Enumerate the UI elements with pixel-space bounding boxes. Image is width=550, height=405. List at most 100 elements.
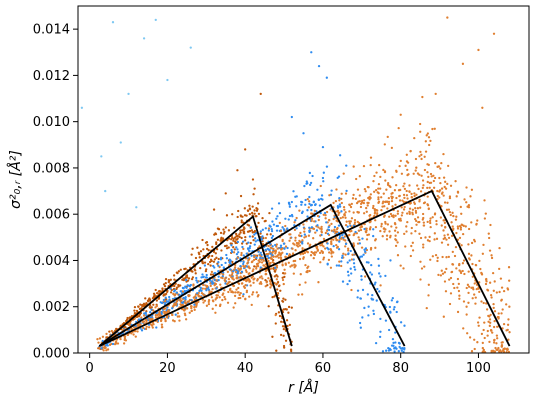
scatter-point [253,243,256,246]
scatter-point [345,189,348,193]
scatter-point [493,280,496,283]
scatter-point [351,197,355,200]
scatter-point [285,252,289,256]
scatter-point [232,278,235,281]
scatter-point [327,258,331,262]
scatter-point [261,228,264,231]
scatter-point [246,209,250,212]
scatter-point [164,311,167,315]
scatter-point [213,284,216,287]
scatter-point [312,257,315,260]
scatter-point [126,333,130,337]
scatter-point [248,213,251,216]
scatter-point [190,299,193,302]
scatter-point [378,290,381,293]
scatter-point [350,272,353,275]
scatter-point [392,341,395,345]
y-tick-label: 0.012 [33,69,70,84]
scatter-point [406,168,409,172]
scatter-point [213,272,216,275]
scatter-point [174,313,177,316]
scatter-point [403,182,406,185]
scatter-point [119,337,122,341]
scatter-point [348,220,351,223]
scatter-point [441,255,444,259]
scatter-point [212,264,215,268]
scatter-point [230,238,233,241]
scatter-point [279,289,282,292]
scatter-point [507,318,510,321]
scatter-point [486,334,489,337]
scatter-point [362,199,366,202]
scatter-point [312,227,316,231]
scatter-point [443,234,446,237]
scatter-point [288,205,291,208]
scatter-point [257,212,261,216]
scatter-point [344,245,347,248]
scatter-point [421,186,424,190]
scatter-point [101,335,105,338]
scatter-point [439,274,443,277]
scatter-point [299,253,302,256]
scatter-point [481,106,484,109]
scatter-point [293,228,297,232]
scatter-point [100,155,103,158]
scatter-point [488,315,491,318]
scatter-point [154,306,157,309]
scatter-point [414,157,418,161]
scatter-point [358,321,362,325]
scatter-point [363,248,366,251]
scatter-point [258,260,261,264]
scatter-point [442,194,445,197]
scatter-point [181,292,184,295]
scatter-point [323,211,327,215]
scatter-point [104,346,107,350]
scatter-point [348,233,351,237]
scatter-point [443,201,447,204]
scatter-point [409,201,412,205]
scatter-point [231,291,235,294]
scatter-point [389,234,392,237]
scatter-point [399,264,402,267]
scatter-point [319,211,322,215]
scatter-point [495,342,498,345]
scatter-point [274,322,277,325]
scatter-point [182,287,185,290]
scatter-point [405,189,408,193]
scatter-point [436,189,439,193]
scatter-point [302,132,305,135]
scatter-point [273,275,276,278]
scatter-point [389,212,393,216]
scatter-point [482,328,485,332]
scatter-point [202,301,205,304]
x-tick-label: 0 [86,361,94,376]
scatter-point [260,261,264,264]
scatter-point [506,347,509,350]
scatter-point [414,207,417,210]
scatter-point [432,186,436,189]
x-tick-label: 20 [159,361,176,376]
scatter-point [346,261,349,264]
scatter-point [506,328,509,332]
scatter-point [316,224,319,227]
scatter-point [336,176,339,179]
scatter-point [373,174,376,178]
scatter-point [123,335,127,338]
scatter-point [231,213,234,216]
scatter-point [220,263,223,267]
scatter-point [412,172,415,175]
scatter-point [408,212,411,216]
scatter-point [481,252,484,255]
scatter-point [344,192,348,195]
scatter-point [490,329,493,332]
scatter-point [349,267,352,270]
scatter-point [272,255,275,258]
scatter-point [134,335,137,338]
scatter-point [413,136,416,140]
scatter-point [218,296,221,299]
scatter-point [254,215,257,218]
scatter-point [403,187,407,191]
scatter-point [398,199,402,202]
scatter-point [340,237,343,240]
